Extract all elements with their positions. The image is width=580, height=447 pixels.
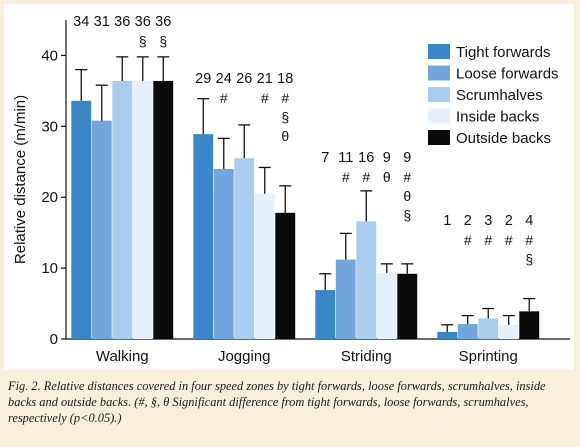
bar: [315, 290, 336, 339]
significance-symbol: #: [505, 232, 513, 248]
legend-label: Inside backs: [456, 109, 539, 126]
bar: [71, 100, 92, 340]
significance-symbol: §: [139, 33, 147, 49]
significance-symbol: #: [342, 169, 350, 185]
legend-label: Loose forwards: [456, 66, 559, 83]
legend-label: Scrumhalves: [456, 87, 543, 104]
significance-symbol: #: [281, 90, 289, 106]
bar: [234, 158, 255, 339]
significance-symbol: #: [261, 90, 269, 106]
bar: [356, 221, 377, 339]
data-label: 24: [216, 71, 232, 87]
data-label: 26: [236, 71, 252, 87]
significance-symbol: θ: [403, 188, 411, 204]
bar: [397, 273, 418, 339]
chart-bars: [71, 56, 540, 340]
data-label: 2: [505, 213, 513, 229]
legend-swatch: [428, 108, 450, 124]
significance-symbol: #: [362, 169, 370, 185]
data-label: 3: [484, 213, 492, 229]
bar: [213, 168, 234, 339]
chart-axes: 0 10 20 30 40 Relative distance (m/min) Walkin…: [12, 20, 570, 365]
significance-symbol: #: [403, 169, 411, 185]
data-label: 2: [464, 213, 472, 229]
data-label: 36: [155, 14, 171, 30]
bar: [254, 193, 275, 339]
x-category-label: Sprinting: [459, 348, 518, 365]
bar: [437, 331, 458, 339]
x-category-label: Striding: [341, 348, 392, 365]
significance-symbol: θ: [281, 128, 289, 144]
bar: [376, 273, 397, 339]
legend-swatch: [428, 130, 450, 145]
figure-caption: Fig. 2. Relative distances covered in fo…: [8, 379, 546, 425]
bar-chart: 0 10 20 30 40 Relative distance (m/min) Walkin…: [12, 14, 570, 365]
data-label: 9: [403, 150, 411, 166]
data-label: 29: [195, 71, 211, 87]
y-tick-label: 0: [50, 331, 58, 348]
data-label: 9: [383, 150, 391, 166]
legend-swatch: [428, 65, 450, 81]
data-label: 16: [358, 150, 374, 166]
significance-symbol: #: [464, 232, 472, 248]
bar: [132, 80, 153, 339]
chart-annotations: 34 31 36 36§36§29 24#26 21#18#§θ7 11#16#9θ9#θ§…: [73, 14, 533, 267]
x-category-label: Jogging: [218, 348, 271, 365]
bar: [193, 134, 214, 339]
data-label: 36: [114, 14, 130, 30]
y-tick-label: 30: [41, 118, 58, 135]
significance-symbol: §: [403, 207, 411, 223]
bar: [478, 318, 499, 339]
y-tick-label: 40: [41, 47, 58, 64]
data-label: 18: [277, 71, 293, 87]
legend-swatch: [428, 44, 450, 59]
y-tick-label: 10: [41, 260, 58, 277]
significance-symbol: #: [484, 232, 492, 248]
significance-symbol: §: [525, 251, 533, 267]
chart-legend: Tight forwards Loose forwards Scrumhalves I…: [428, 44, 559, 147]
significance-symbol: #: [220, 90, 228, 106]
legend-label: Outside backs: [456, 130, 551, 147]
data-label: 7: [321, 150, 329, 166]
data-label: 4: [525, 213, 533, 229]
significance-symbol: §: [159, 33, 167, 49]
legend-swatch: [428, 87, 450, 102]
legend-label: Tight forwards: [456, 44, 550, 61]
data-label: 31: [94, 14, 110, 30]
significance-symbol: #: [525, 232, 533, 248]
bar: [519, 311, 540, 339]
y-tick-label: 20: [41, 189, 58, 206]
data-label: 34: [73, 14, 89, 30]
bar: [275, 212, 296, 339]
bar: [91, 120, 112, 339]
bar: [335, 259, 356, 339]
bar: [498, 324, 519, 339]
bar: [112, 80, 133, 339]
data-label: 36: [135, 14, 151, 30]
figure-panel: 0 10 20 30 40 Relative distance (m/min) Walkin…: [4, 4, 574, 370]
data-label: 21: [257, 71, 273, 87]
data-label: 1: [443, 213, 451, 229]
data-label: 11: [338, 150, 353, 166]
bar: [457, 324, 478, 339]
significance-symbol: θ: [383, 169, 391, 185]
significance-symbol: §: [281, 109, 289, 125]
bar: [153, 80, 174, 339]
x-category-label: Walking: [96, 348, 149, 365]
y-axis-title: Relative distance (m/min): [12, 95, 29, 264]
